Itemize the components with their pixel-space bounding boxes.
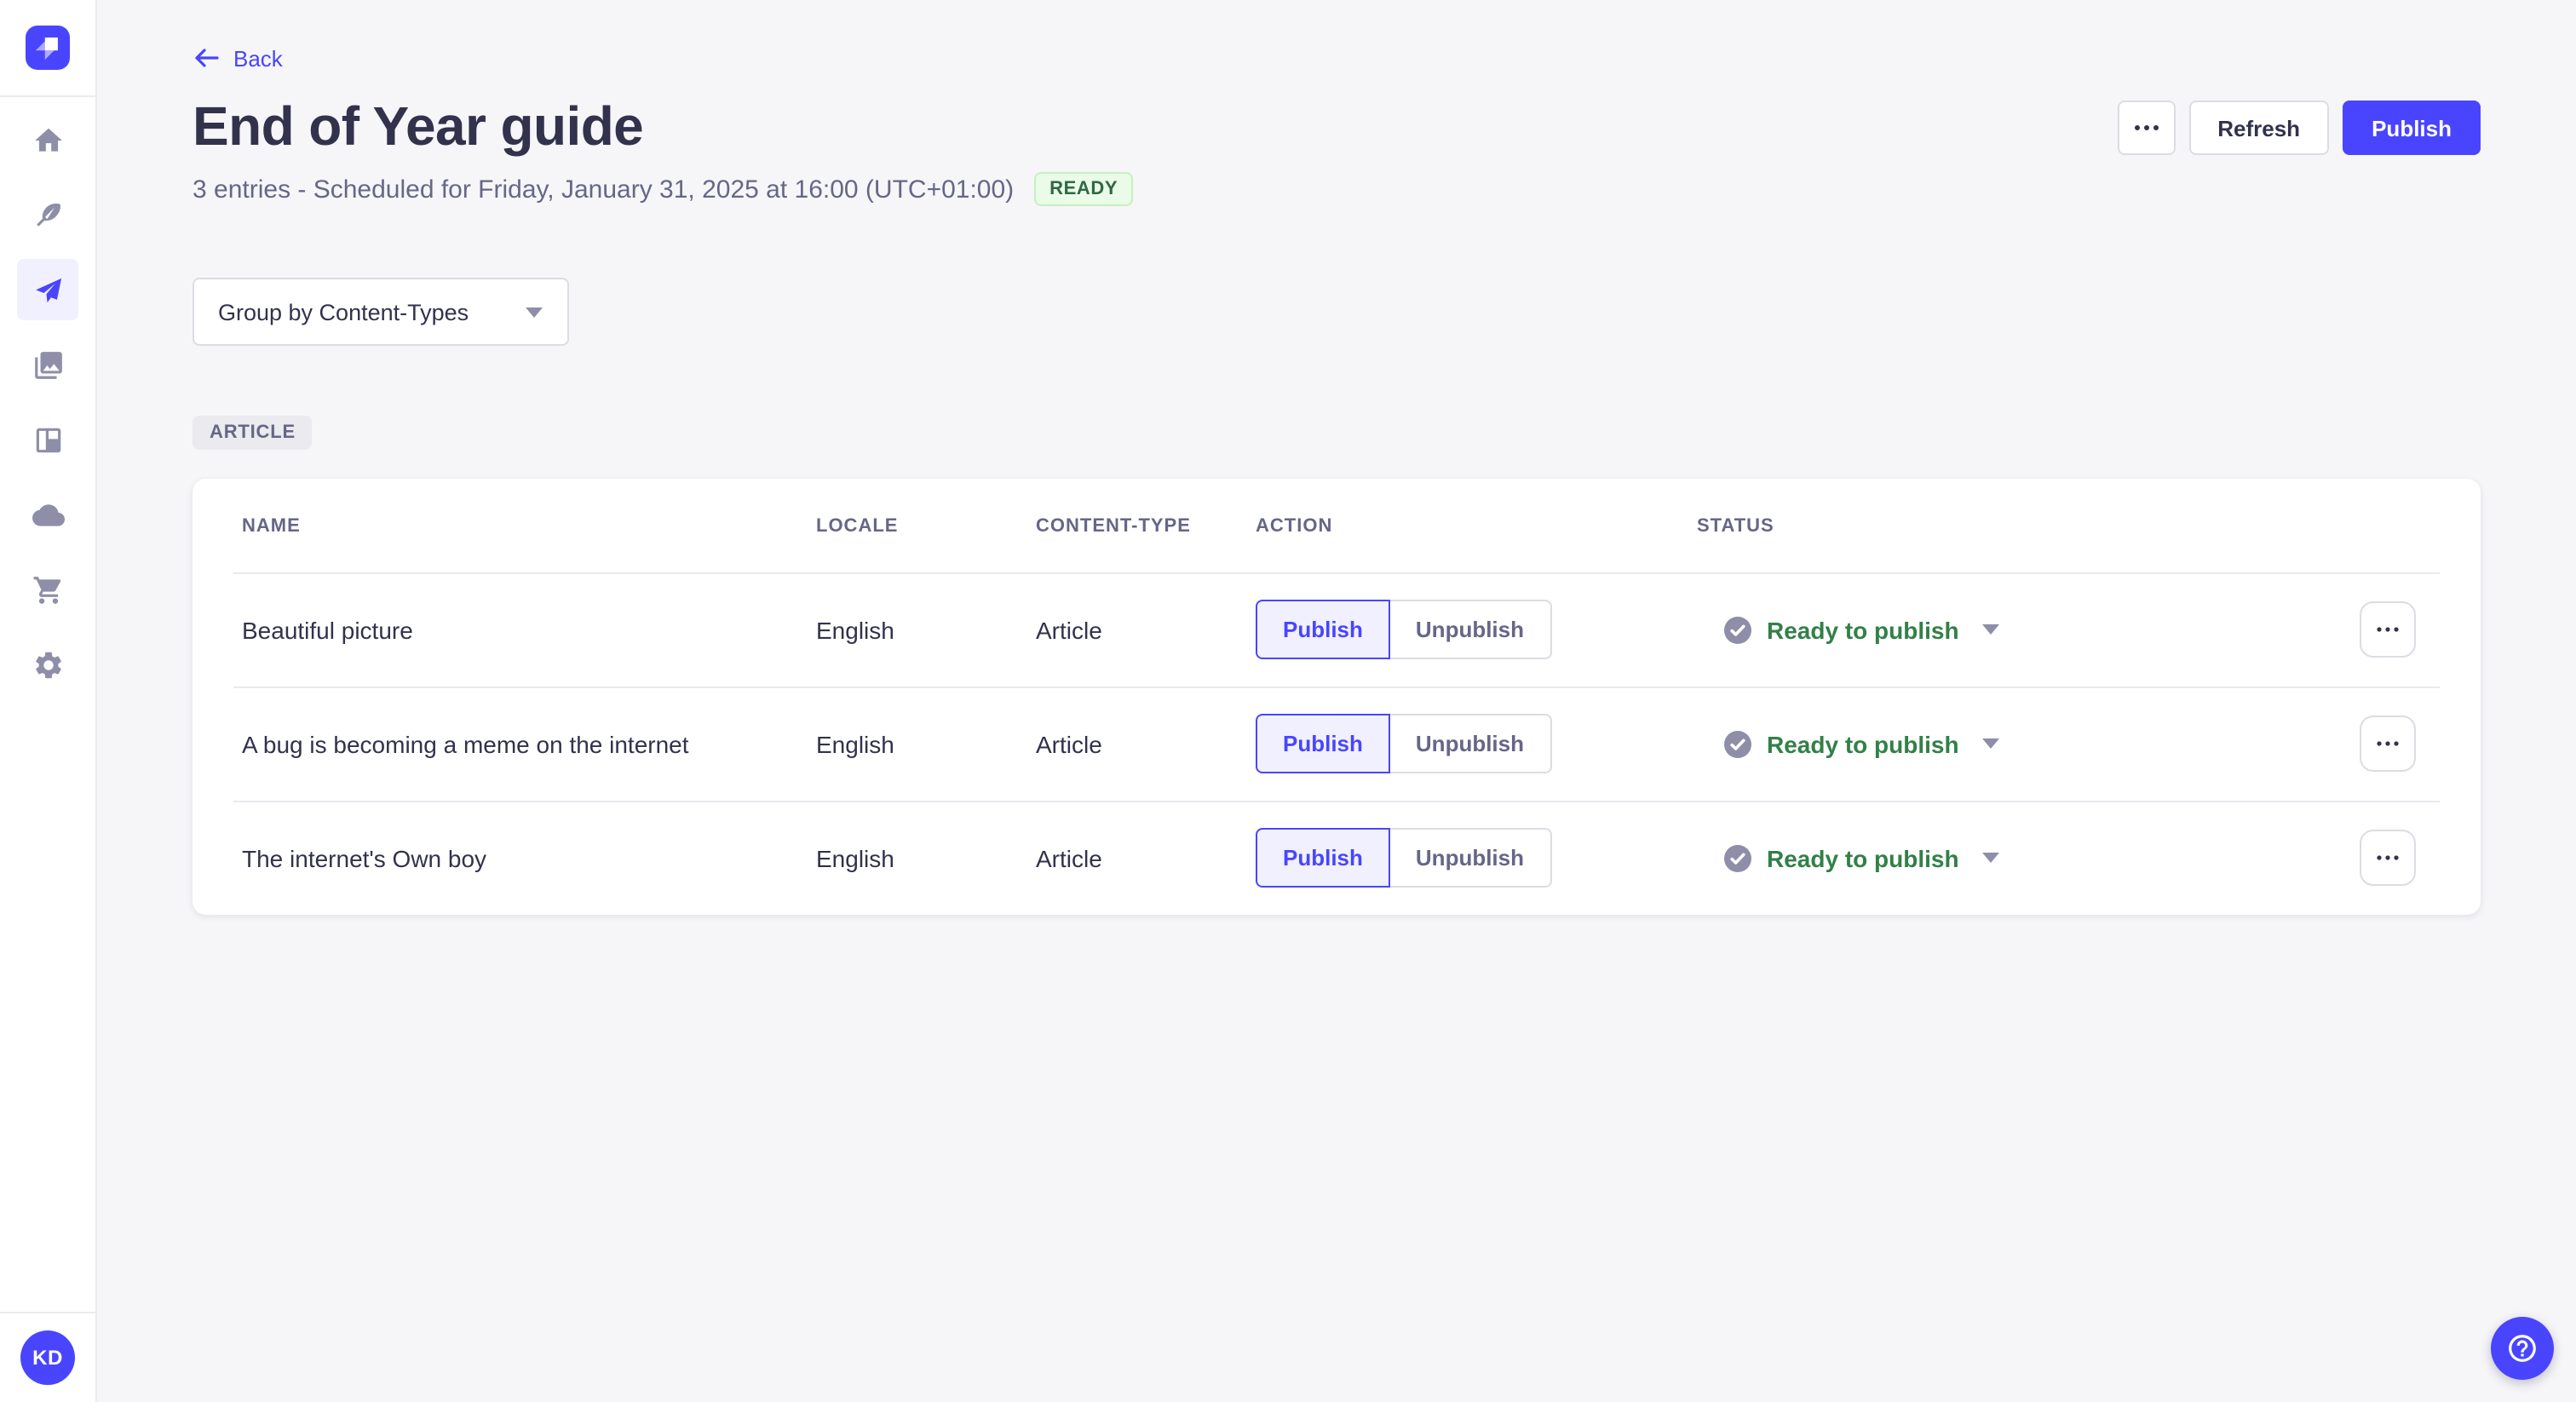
entry-locale: English bbox=[816, 616, 894, 644]
help-icon bbox=[2509, 1335, 2536, 1362]
subtitle-row: 3 entries - Scheduled for Friday, Januar… bbox=[193, 172, 1134, 207]
more-button[interactable] bbox=[2117, 101, 2176, 155]
sidebar-item-content-type-builder[interactable] bbox=[17, 409, 78, 470]
sidebar: KD bbox=[0, 0, 97, 1402]
status-caret-icon bbox=[1981, 624, 1999, 635]
entry-name: Beautiful picture bbox=[242, 616, 413, 644]
entry-status-label: Ready to publish bbox=[1767, 730, 1959, 758]
entry-content-type: Article bbox=[1036, 730, 1102, 758]
gear-icon bbox=[35, 651, 60, 678]
header-actions: Refresh Publish bbox=[2117, 97, 2481, 155]
publish-button[interactable]: Publish bbox=[2343, 101, 2481, 155]
logo-container bbox=[0, 0, 95, 97]
sidebar-item-settings[interactable] bbox=[17, 634, 78, 695]
row-ellipsis-icon bbox=[2377, 855, 2399, 860]
cart-icon bbox=[32, 576, 60, 603]
layout-icon bbox=[35, 427, 60, 452]
column-header-action: ACTION bbox=[1256, 515, 1333, 537]
entry-unpublish-button[interactable]: Unpublish bbox=[1388, 600, 1551, 660]
check-circle-icon bbox=[1724, 616, 1751, 644]
sidebar-item-marketplace[interactable] bbox=[17, 559, 78, 620]
entry-publish-button[interactable]: Publish bbox=[1256, 600, 1390, 660]
row-menu-button[interactable] bbox=[2360, 601, 2416, 658]
page-header-left: End of Year guide 3 entries - Scheduled … bbox=[193, 95, 1134, 207]
feather-icon bbox=[36, 202, 60, 226]
entry-unpublish-button[interactable]: Unpublish bbox=[1388, 714, 1551, 774]
entry-name: The internet's Own boy bbox=[242, 844, 487, 872]
back-label: Back bbox=[233, 45, 283, 71]
entry-action-group: Publish Unpublish bbox=[1256, 714, 1697, 774]
sidebar-item-releases[interactable] bbox=[17, 259, 78, 320]
entry-status-label: Ready to publish bbox=[1767, 844, 1959, 872]
row-menu-button[interactable] bbox=[2360, 830, 2416, 887]
back-arrow-icon bbox=[195, 49, 219, 67]
entries-table: NAME LOCALE CONTENT-TYPE ACTION STATUS B… bbox=[193, 479, 2481, 916]
help-button[interactable] bbox=[2491, 1317, 2554, 1380]
column-header-name: NAME bbox=[242, 515, 301, 537]
strapi-logo[interactable] bbox=[26, 26, 70, 70]
row-ellipsis-icon bbox=[2377, 627, 2399, 632]
table-header-row: NAME LOCALE CONTENT-TYPE ACTION STATUS bbox=[193, 479, 2481, 572]
entry-status-dropdown[interactable]: Ready to publish bbox=[1697, 844, 2360, 872]
check-circle-icon bbox=[1724, 730, 1751, 758]
column-header-status: STATUS bbox=[1697, 515, 1774, 537]
back-link[interactable]: Back bbox=[193, 44, 283, 72]
entry-status-label: Ready to publish bbox=[1767, 616, 1959, 644]
check-circle-icon bbox=[1724, 844, 1751, 872]
entry-status-dropdown[interactable]: Ready to publish bbox=[1697, 616, 2360, 644]
table-row: A bug is becoming a meme on the internet… bbox=[193, 687, 2481, 801]
cloud-icon bbox=[32, 503, 64, 526]
entry-name: A bug is becoming a meme on the internet bbox=[242, 730, 689, 758]
entry-publish-button[interactable]: Publish bbox=[1256, 828, 1390, 888]
group-heading-chip: ARTICLE bbox=[193, 416, 313, 451]
status-caret-icon bbox=[1981, 853, 1999, 864]
sidebar-item-deploy[interactable] bbox=[17, 484, 78, 545]
entry-status-dropdown[interactable]: Ready to publish bbox=[1697, 730, 2360, 758]
refresh-button[interactable]: Refresh bbox=[2188, 101, 2330, 155]
sidebar-footer: KD bbox=[0, 1312, 95, 1402]
strapi-logo-icon bbox=[35, 37, 58, 60]
row-menu-button[interactable] bbox=[2360, 715, 2416, 773]
status-badge: READY bbox=[1034, 172, 1134, 207]
chevron-down-icon bbox=[526, 307, 543, 318]
entry-action-group: Publish Unpublish bbox=[1256, 828, 1697, 888]
avatar[interactable]: KD bbox=[20, 1330, 75, 1385]
sidebar-item-home[interactable] bbox=[17, 109, 78, 170]
group-by-value: Group by Content-Types bbox=[218, 299, 469, 325]
paper-plane-icon bbox=[35, 277, 61, 302]
sidebar-item-content-manager[interactable] bbox=[17, 184, 78, 245]
sidebar-nav bbox=[0, 97, 95, 1312]
column-header-locale: LOCALE bbox=[816, 515, 899, 537]
page-title: End of Year guide bbox=[193, 95, 644, 157]
table-row: Beautiful picture English Article Publis… bbox=[193, 572, 2481, 687]
ellipsis-icon bbox=[2134, 125, 2159, 130]
main-content: Back End of Year guide 3 entries - Sched… bbox=[97, 0, 2576, 1402]
group-by-select[interactable]: Group by Content-Types bbox=[193, 278, 569, 347]
status-caret-icon bbox=[1981, 738, 1999, 750]
row-ellipsis-icon bbox=[2377, 741, 2399, 746]
entry-locale: English bbox=[816, 844, 894, 872]
entry-unpublish-button[interactable]: Unpublish bbox=[1388, 828, 1551, 888]
home-icon bbox=[34, 127, 61, 151]
sidebar-item-media-library[interactable] bbox=[17, 334, 78, 395]
entry-action-group: Publish Unpublish bbox=[1256, 600, 1697, 660]
pictures-icon bbox=[34, 351, 61, 378]
entry-publish-button[interactable]: Publish bbox=[1256, 714, 1390, 774]
entry-content-type: Article bbox=[1036, 616, 1102, 644]
table-row: The internet's Own boy English Article P… bbox=[193, 801, 2481, 915]
entry-content-type: Article bbox=[1036, 844, 1102, 872]
entry-locale: English bbox=[816, 730, 894, 758]
release-subtitle: 3 entries - Scheduled for Friday, Januar… bbox=[193, 175, 1015, 204]
page-header: End of Year guide 3 entries - Scheduled … bbox=[193, 95, 2481, 207]
column-header-content-type: CONTENT-TYPE bbox=[1036, 515, 1191, 537]
